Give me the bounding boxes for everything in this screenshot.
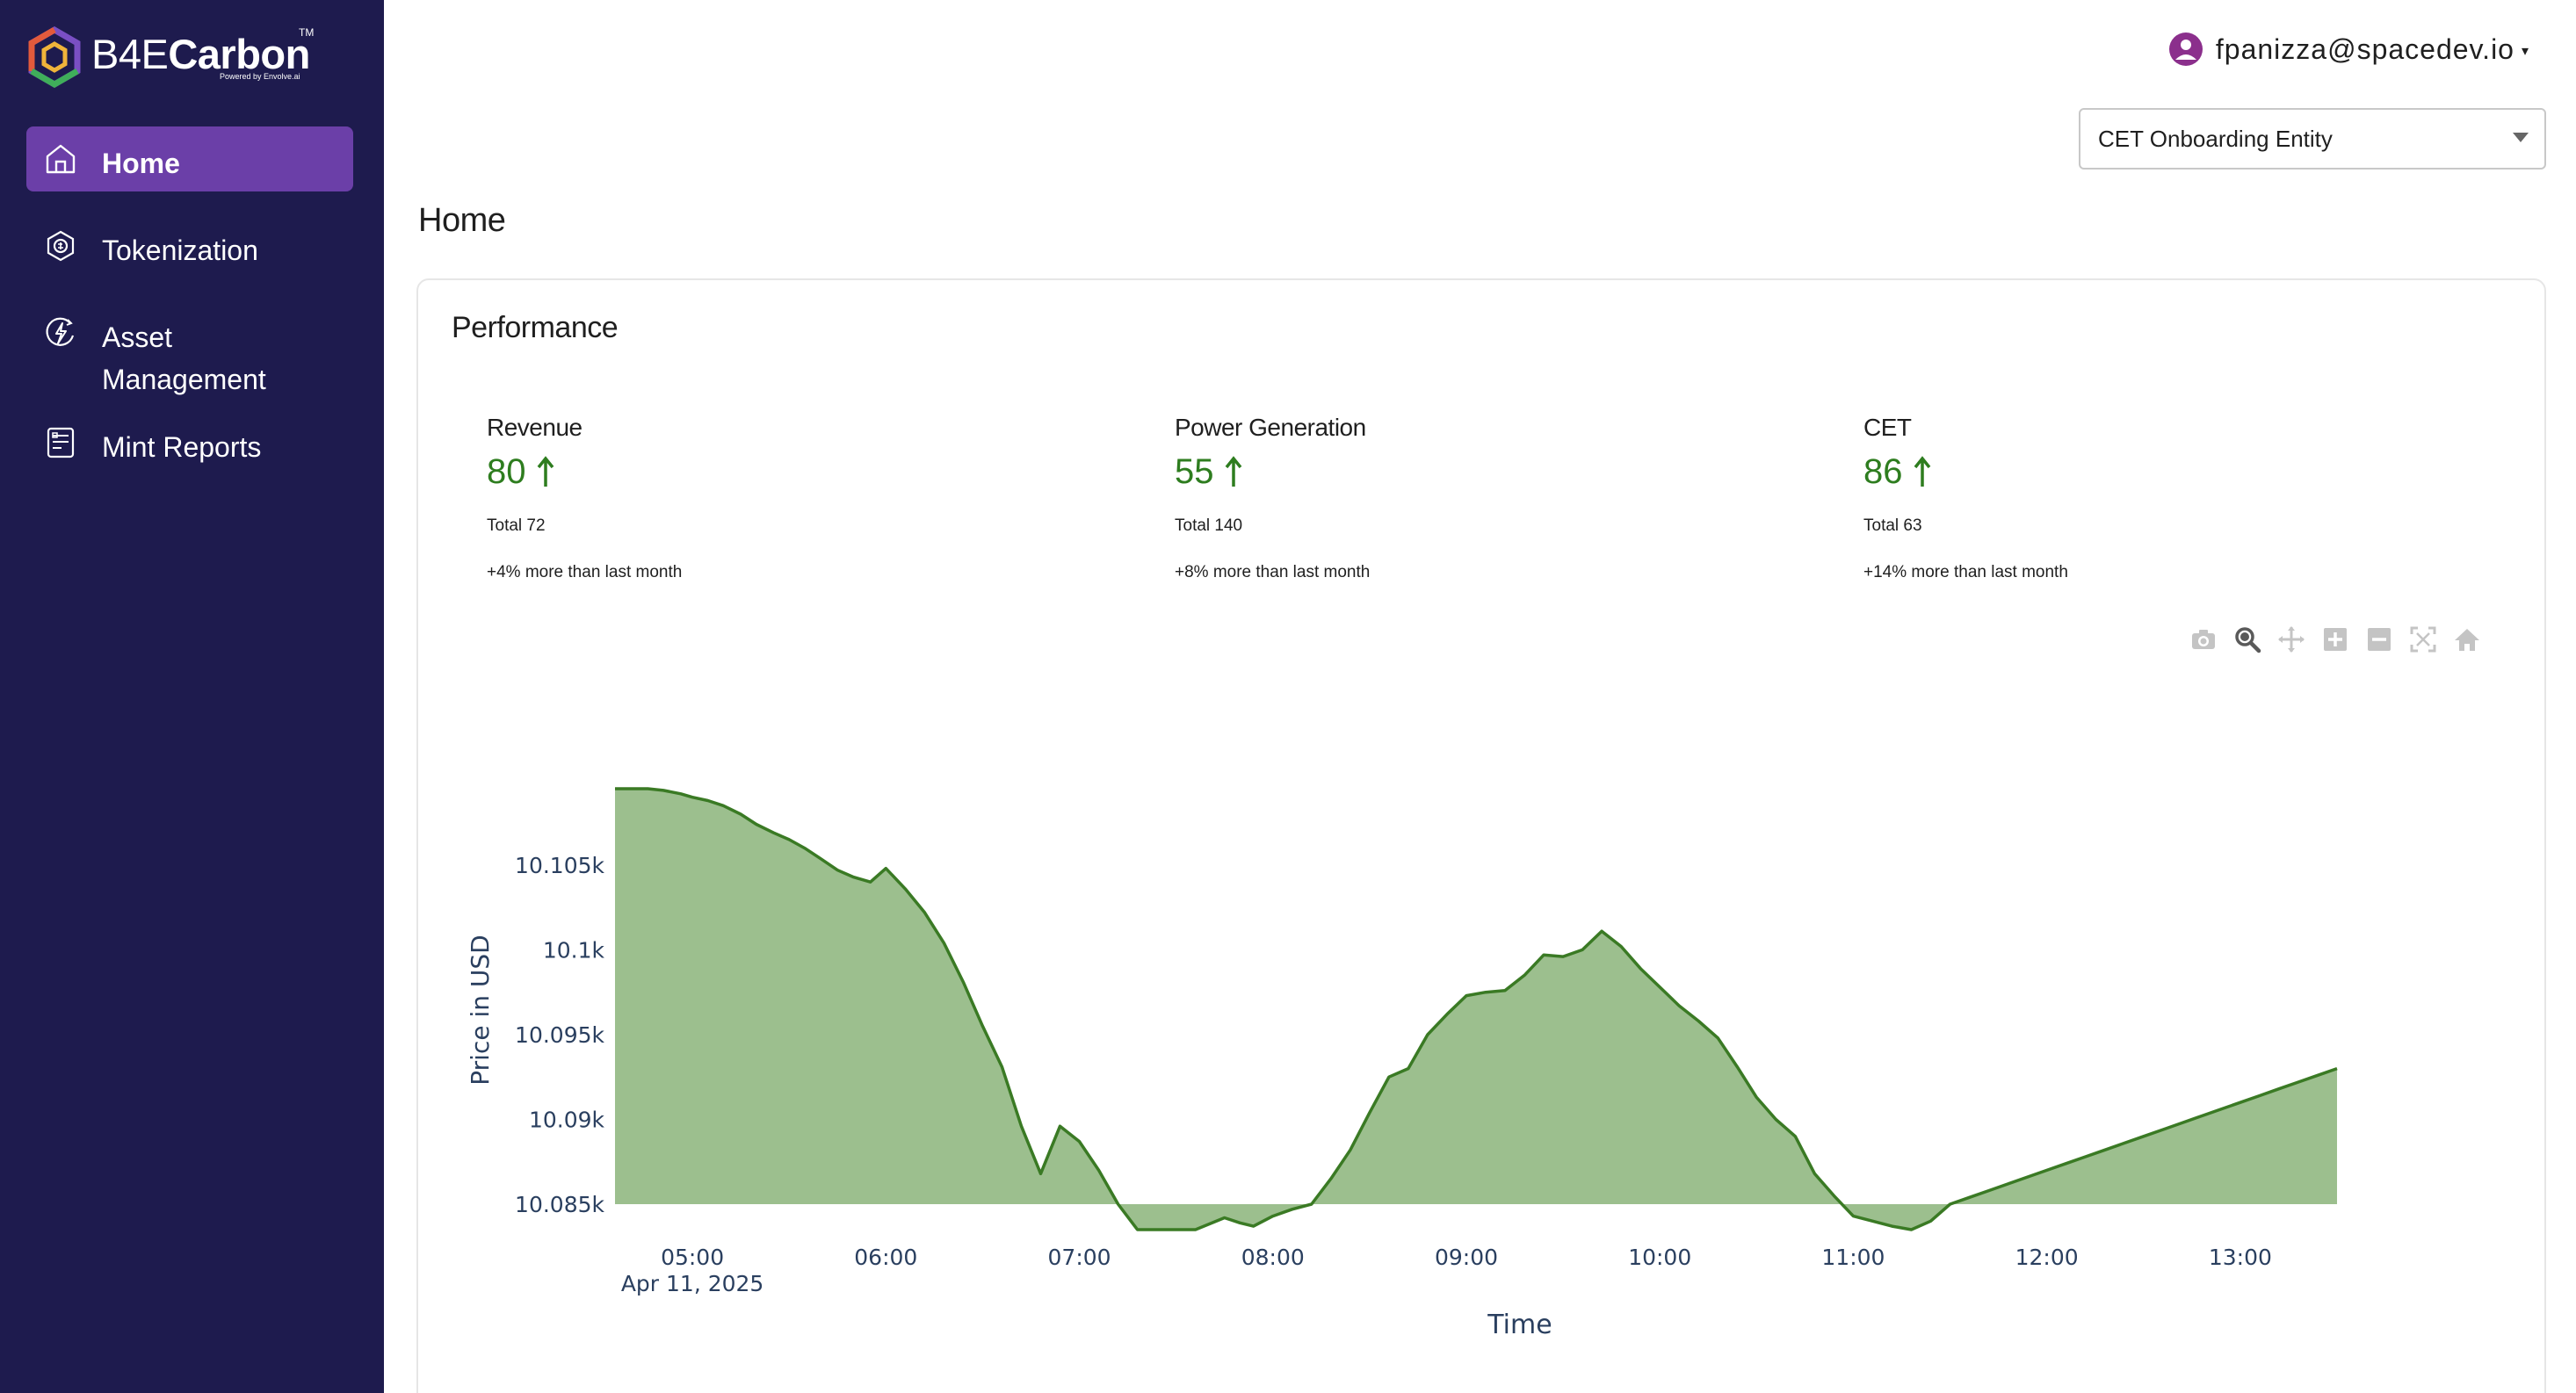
chart-modebar bbox=[2189, 625, 2481, 653]
dropdown-caret-icon bbox=[2513, 133, 2529, 142]
reset-axes-icon[interactable] bbox=[2453, 625, 2481, 653]
metric-value: 86 bbox=[1863, 452, 2391, 492]
user-avatar-icon bbox=[2168, 32, 2203, 66]
metric-revenue: Revenue 80 Total 72 +4% more than last m… bbox=[487, 414, 1014, 582]
metric-cet: CET 86 Total 63 +14% more than last mont… bbox=[1863, 414, 2391, 582]
autoscale-icon[interactable] bbox=[2409, 625, 2437, 653]
chevron-down-icon: ▾ bbox=[2521, 44, 2529, 59]
camera-icon[interactable] bbox=[2189, 625, 2218, 653]
sidebar-item-tokenization[interactable]: Tokenization bbox=[26, 213, 353, 278]
card-title: Performance bbox=[452, 311, 619, 344]
brand-tm: TM bbox=[299, 26, 315, 39]
sidebar-item-label: Home bbox=[102, 148, 180, 179]
metric-change: +4% more than last month bbox=[487, 563, 683, 581]
arrow-up-icon bbox=[1914, 455, 1930, 487]
zoom-icon[interactable] bbox=[2233, 625, 2261, 653]
metric-change: +14% more than last month bbox=[1863, 563, 2068, 581]
asset-management-icon bbox=[46, 317, 75, 346]
sidebar-item-label: Mint Reports bbox=[102, 431, 262, 463]
zoom-out-icon[interactable] bbox=[2365, 625, 2393, 653]
metric-total: Total 140 bbox=[1175, 516, 1243, 535]
user-menu[interactable]: fpanizza@spacedev.io ▾ bbox=[2168, 32, 2529, 67]
user-email: fpanizza@spacedev.io bbox=[2215, 32, 2514, 65]
brand-tagline: Powered by Envolve.ai bbox=[220, 72, 300, 81]
metric-change: +8% more than last month bbox=[1175, 563, 1371, 581]
zoom-in-icon[interactable] bbox=[2321, 625, 2349, 653]
brand-name: B4ECarbon bbox=[91, 31, 310, 77]
arrow-up-icon bbox=[1225, 455, 1241, 487]
metric-total: Total 63 bbox=[1863, 516, 1922, 535]
page-title: Home bbox=[418, 202, 506, 239]
sidebar-item-asset-management[interactable]: Asset Management bbox=[26, 300, 353, 395]
entity-select[interactable]: CET Onboarding Entity bbox=[2079, 108, 2546, 170]
sidebar-item-mint-reports[interactable]: Mint Reports bbox=[26, 410, 353, 475]
sidebar-item-label: Asset Management bbox=[102, 321, 266, 395]
logo-mark-icon bbox=[28, 26, 81, 88]
sidebar-nav: Home Tokenization Asset Management bbox=[26, 126, 353, 497]
pan-icon[interactable] bbox=[2277, 625, 2305, 653]
metric-label: Power Generation bbox=[1175, 414, 1366, 441]
metric-label: CET bbox=[1863, 414, 1912, 441]
sidebar-item-home[interactable]: Home bbox=[26, 126, 353, 191]
tokenization-icon bbox=[47, 230, 75, 262]
sidebar-item-label: Tokenization bbox=[102, 235, 258, 266]
home-icon bbox=[46, 144, 76, 174]
metric-value: 80 bbox=[487, 452, 1014, 492]
metric-power-generation: Power Generation 55 Total 140 +8% more t… bbox=[1175, 414, 1702, 582]
sidebar: B4ECarbon TM Powered by Envolve.ai Home … bbox=[0, 0, 384, 1393]
metric-value: 55 bbox=[1175, 452, 1702, 492]
metric-label: Revenue bbox=[487, 414, 582, 441]
arrow-up-icon bbox=[537, 455, 554, 487]
entity-select-value: CET Onboarding Entity bbox=[2098, 126, 2333, 152]
mint-reports-icon bbox=[47, 427, 75, 458]
performance-card: Performance Revenue 80 Total 72 +4% more… bbox=[416, 278, 2546, 1393]
metric-total: Total 72 bbox=[487, 516, 546, 535]
